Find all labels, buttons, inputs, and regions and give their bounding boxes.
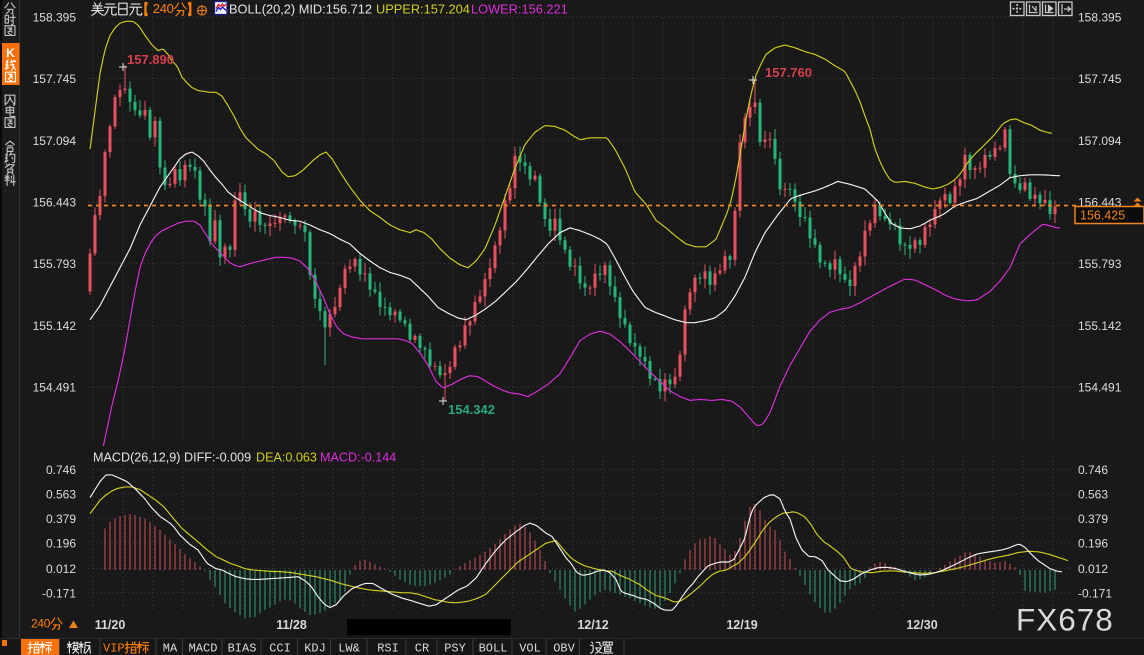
svg-text:K: K [6, 46, 15, 60]
svg-text:12/19: 12/19 [726, 618, 757, 632]
svg-text:11/20: 11/20 [95, 618, 126, 632]
svg-text:CCI: CCI [269, 642, 291, 655]
svg-text:155.142: 155.142 [1078, 319, 1122, 333]
svg-text:BOLL(20,2) MID:156.712: BOLL(20,2) MID:156.712 [229, 2, 372, 17]
svg-text:156.425: 156.425 [1080, 209, 1125, 223]
svg-text:157.094: 157.094 [1078, 134, 1122, 148]
svg-text:155.793: 155.793 [1078, 257, 1122, 271]
svg-text:240: 240 [31, 616, 51, 630]
svg-text:PSY: PSY [444, 642, 466, 655]
svg-text:155.142: 155.142 [33, 319, 77, 333]
svg-text:155.793: 155.793 [33, 257, 77, 271]
svg-text:CR: CR [415, 642, 429, 655]
svg-text:-0.171: -0.171 [1078, 586, 1112, 600]
svg-text:0.196: 0.196 [1078, 536, 1108, 550]
svg-text:LW&: LW& [338, 642, 360, 655]
svg-text:UPPER:157.204: UPPER:157.204 [376, 2, 470, 17]
svg-text:-0.171: -0.171 [42, 586, 76, 600]
svg-text:240: 240 [153, 1, 174, 16]
svg-text:RSI: RSI [377, 642, 399, 655]
svg-text:0.196: 0.196 [46, 536, 76, 550]
svg-text:FX678: FX678 [1016, 602, 1114, 638]
svg-text:11/28: 11/28 [276, 618, 307, 632]
svg-text:157.094: 157.094 [33, 134, 77, 148]
svg-text:MACD(26,12,9) DIFF:-0.009: MACD(26,12,9) DIFF:-0.009 [93, 451, 251, 465]
svg-text:0.746: 0.746 [46, 463, 76, 477]
svg-text:MACD:-0.144: MACD:-0.144 [320, 451, 396, 465]
svg-text:158.395: 158.395 [33, 10, 77, 24]
svg-text:KDJ: KDJ [304, 642, 326, 655]
svg-text:LOWER:156.221: LOWER:156.221 [471, 2, 568, 17]
svg-text:DEA:0.063: DEA:0.063 [256, 451, 317, 465]
svg-text:0.012: 0.012 [1078, 562, 1108, 576]
svg-text:BOLL: BOLL [479, 642, 508, 655]
svg-text:157.760: 157.760 [765, 65, 812, 80]
svg-text:156.443: 156.443 [33, 196, 77, 210]
svg-text:0.012: 0.012 [46, 562, 76, 576]
svg-text:0.746: 0.746 [1078, 463, 1108, 477]
svg-text:154.491: 154.491 [33, 381, 77, 395]
svg-text:157.890: 157.890 [127, 52, 174, 67]
svg-text:158.395: 158.395 [1078, 10, 1122, 24]
svg-text:0.379: 0.379 [1078, 512, 1108, 526]
svg-text:157.745: 157.745 [1078, 72, 1122, 86]
svg-text:0.563: 0.563 [1078, 488, 1108, 502]
svg-text:0.379: 0.379 [46, 512, 76, 526]
svg-text:MA: MA [163, 642, 178, 655]
svg-text:157.745: 157.745 [33, 72, 77, 86]
svg-text:12/30: 12/30 [906, 618, 937, 632]
svg-text:VOL: VOL [519, 642, 541, 655]
svg-text:VIP: VIP [103, 642, 125, 655]
svg-text:OBV: OBV [553, 642, 575, 655]
svg-text:154.491: 154.491 [1078, 381, 1122, 395]
svg-text:12/12: 12/12 [577, 618, 608, 632]
svg-text:154.342: 154.342 [448, 402, 495, 417]
svg-text:0.563: 0.563 [46, 488, 76, 502]
svg-text:MACD: MACD [189, 642, 218, 655]
svg-text:BIAS: BIAS [228, 642, 257, 655]
